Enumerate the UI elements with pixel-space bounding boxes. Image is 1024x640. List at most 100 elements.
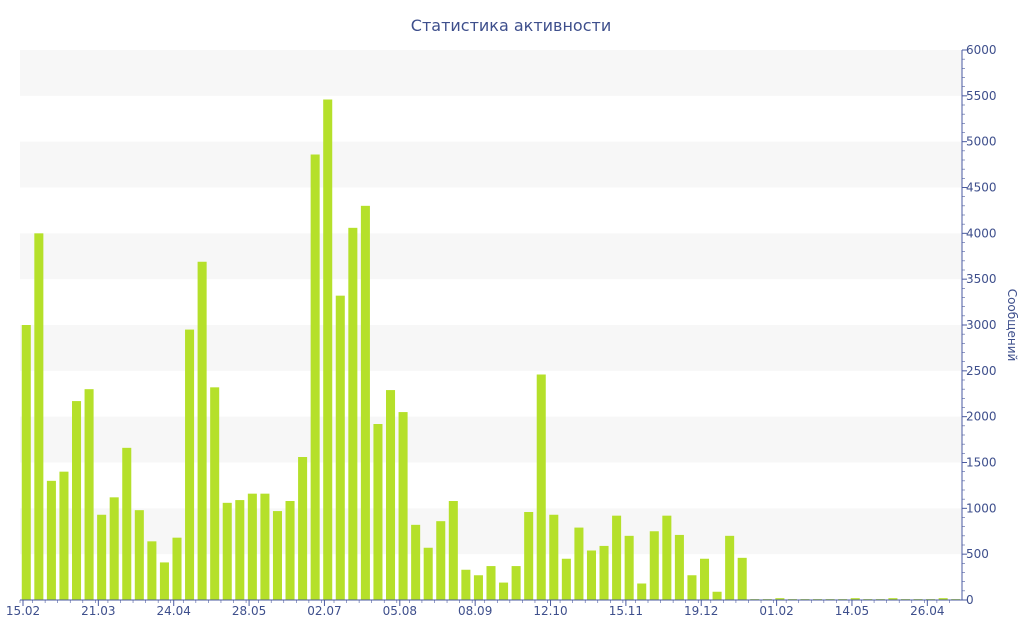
bar: [285, 501, 295, 600]
chart-title: Статистика активности: [411, 16, 611, 35]
x-tick-label: 05.08: [383, 604, 417, 618]
bar: [97, 514, 107, 600]
bar: [159, 562, 169, 600]
x-tick-label: 24.04: [157, 604, 191, 618]
x-tick-label: 08.09: [458, 604, 492, 618]
x-tick-label: 02.07: [307, 604, 341, 618]
bar: [850, 598, 860, 600]
bars-group: [21, 99, 961, 600]
y-tick-label: 3000: [966, 318, 997, 332]
x-tick-label: 14.05: [835, 604, 869, 618]
bar: [700, 558, 710, 600]
bar: [461, 569, 471, 600]
bar: [398, 412, 408, 600]
y-tick-label: 1000: [966, 501, 997, 515]
y-axis-label: Сообщений: [1005, 289, 1019, 362]
x-tick-label: 15.11: [609, 604, 643, 618]
y-tick-label: 4500: [966, 181, 997, 195]
bar: [247, 493, 257, 600]
bar: [72, 401, 82, 600]
bar: [260, 493, 270, 600]
x-axis: 15.02 21.03 24.04 28.05 02.07 05.08 08.09 12.10…: [6, 599, 962, 618]
y-tick-label: 6000: [966, 43, 997, 57]
bar: [524, 512, 534, 600]
x-tick-label: 01.02: [759, 604, 793, 618]
x-tick-label: 28.05: [232, 604, 266, 618]
bar: [122, 447, 132, 600]
bar: [21, 325, 31, 600]
x-tick-label: 21.03: [81, 604, 115, 618]
bar: [624, 535, 634, 600]
bar: [235, 500, 245, 600]
bar: [511, 566, 521, 600]
bar: [649, 531, 659, 600]
bar: [674, 534, 684, 600]
y-axis: 0 500 1000 1500 2000 2500 3000 3500 4000 4500 5000…: [961, 43, 997, 607]
bar: [411, 524, 421, 600]
bar: [185, 329, 195, 600]
x-tick-label: 19.12: [684, 604, 718, 618]
bar: [423, 547, 433, 600]
y-tick-label: 2500: [966, 364, 997, 378]
bar: [612, 515, 622, 600]
y-tick-label: 1500: [966, 456, 997, 470]
bar: [310, 154, 320, 600]
bar: [373, 424, 383, 600]
bar: [448, 501, 458, 600]
bar: [499, 582, 509, 600]
plot-band: [20, 508, 962, 555]
bar: [222, 502, 232, 600]
bar: [335, 295, 345, 600]
y-tick-label: 2000: [966, 410, 997, 424]
bar: [46, 480, 56, 600]
bar: [109, 497, 119, 600]
bar: [737, 557, 747, 600]
bar: [662, 515, 672, 600]
bar: [84, 389, 94, 600]
bar: [298, 457, 308, 600]
bar: [888, 598, 898, 600]
bar: [687, 575, 697, 600]
x-tick-label: 26.04: [910, 604, 944, 618]
bar: [574, 527, 584, 600]
y-tick-label: 0: [966, 593, 974, 607]
bar: [147, 541, 157, 600]
bar: [348, 227, 358, 600]
bar: [386, 390, 396, 600]
bar: [938, 598, 948, 600]
plot-band: [20, 141, 962, 188]
bar: [34, 233, 44, 600]
bar: [549, 514, 559, 600]
y-tick-label: 500: [966, 547, 989, 561]
y-tick-label: 5500: [966, 89, 997, 103]
bar: [536, 374, 546, 600]
bar: [775, 598, 785, 600]
y-tick-label: 5000: [966, 135, 997, 149]
bar: [586, 550, 596, 600]
bar: [134, 510, 144, 600]
bar: [473, 575, 483, 600]
y-tick-label: 3500: [966, 272, 997, 286]
bar: [436, 521, 446, 600]
bar: [272, 511, 282, 600]
bar: [197, 261, 207, 600]
plot-band: [20, 50, 962, 96]
plot-band: [20, 325, 962, 371]
x-tick-label: 12.10: [533, 604, 567, 618]
y-tick-label: 4000: [966, 226, 997, 240]
bar: [599, 545, 609, 600]
plot-bands: [20, 50, 962, 555]
x-tick-label: 15.02: [6, 604, 40, 618]
bar: [323, 99, 333, 600]
bar: [637, 583, 647, 600]
bar: [725, 535, 735, 600]
bar: [486, 566, 496, 600]
bar: [59, 471, 69, 600]
bar: [360, 205, 370, 600]
plot-band: [20, 416, 962, 463]
bar: [210, 387, 220, 600]
bar: [561, 558, 571, 600]
plot-band: [20, 233, 962, 280]
bar: [712, 591, 722, 600]
